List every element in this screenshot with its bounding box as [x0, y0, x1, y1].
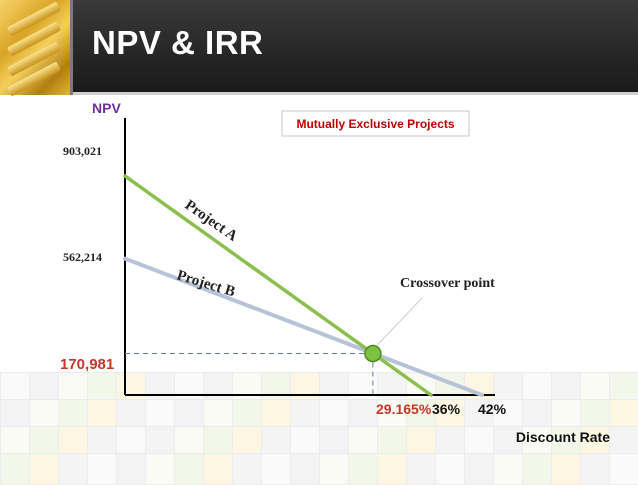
x-tick-label: 42%	[478, 401, 507, 417]
decorative-tile	[232, 372, 264, 404]
crossover-callout-line	[376, 297, 423, 346]
series-label-project-b: Project B	[175, 268, 237, 301]
decorative-tiles	[0, 372, 638, 485]
x-tick-label: 29.165%	[376, 401, 432, 417]
header-divider	[0, 92, 638, 95]
decorative-tile	[609, 426, 638, 458]
decorative-tile	[29, 426, 61, 458]
y-tick-label: 562,214	[63, 250, 102, 264]
legend-box-text: Mutually Exclusive Projects	[296, 117, 454, 131]
slide-title: NPV & IRR	[92, 24, 264, 61]
header-bar	[0, 0, 638, 92]
decorative-tile	[522, 372, 554, 404]
decorative-tile	[145, 399, 177, 431]
series-line-project-a	[123, 174, 433, 397]
y-axis-title: NPV	[92, 100, 121, 116]
series-line-project-b	[123, 256, 484, 397]
gold-bars-logo	[0, 0, 73, 97]
decorative-tile	[406, 426, 438, 458]
decorative-tile	[203, 426, 235, 458]
crossover-point-marker	[364, 344, 382, 363]
decorative-tile	[348, 426, 380, 458]
decorative-tile	[348, 399, 380, 431]
decorative-tile	[609, 399, 638, 431]
decorative-tile	[580, 372, 612, 404]
y-tick-label: 903,021	[63, 144, 102, 158]
x-axis-title: Discount Rate	[516, 429, 610, 445]
y-tick-label: 170,981	[60, 356, 114, 373]
legend-box	[281, 110, 470, 137]
decorative-tile	[551, 426, 583, 458]
decorative-tile	[87, 426, 119, 458]
decorative-tile	[493, 372, 525, 404]
crossover-label: Crossover point	[400, 276, 495, 291]
decorative-tile	[232, 426, 264, 458]
decorative-tile	[319, 399, 351, 431]
x-tick-label: 36%	[432, 401, 461, 417]
